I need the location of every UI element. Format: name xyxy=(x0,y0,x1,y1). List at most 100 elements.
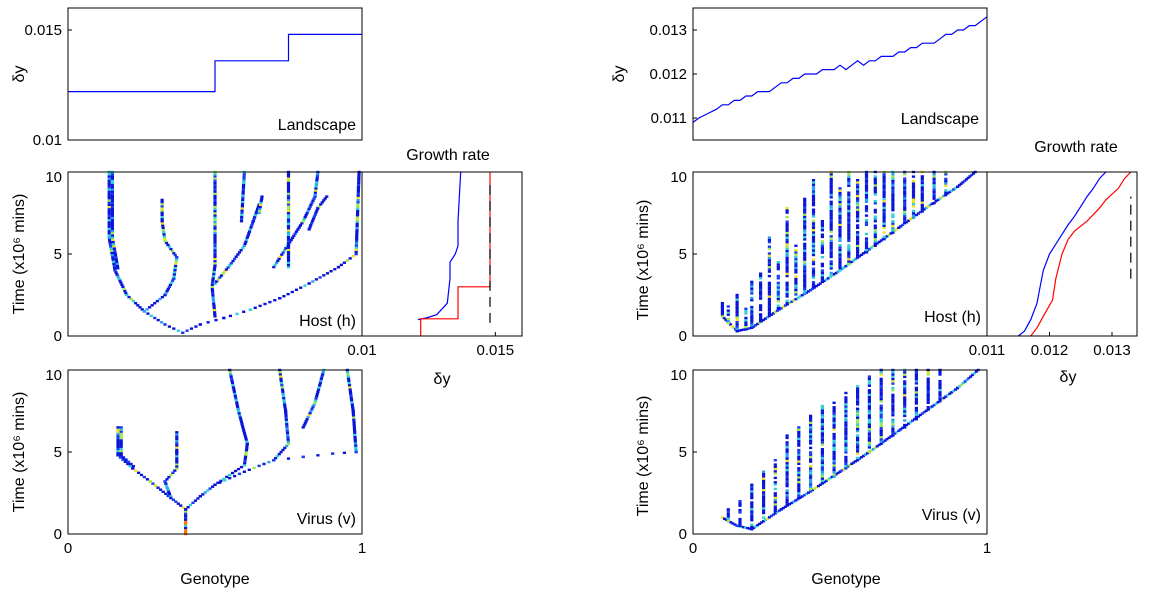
left-host-cell xyxy=(168,283,173,286)
right-virus-spike-cell xyxy=(820,404,824,408)
left-host-cell xyxy=(351,255,355,258)
right-host-spike-cell xyxy=(903,201,907,205)
right-host-spike-cell xyxy=(767,256,771,260)
left-host-cell xyxy=(114,258,118,261)
right-host-spike-cell xyxy=(864,239,869,243)
left-virus-cell xyxy=(230,379,234,382)
right-virus-front-cell xyxy=(828,477,832,480)
right-virus-spike-cell xyxy=(820,407,824,410)
left-virus-cell xyxy=(318,384,322,387)
right-virus-spike-cell xyxy=(879,404,883,407)
right-host-spike-cell xyxy=(838,260,842,263)
left-host-cell xyxy=(312,197,316,200)
right-virus-spike-cell xyxy=(785,496,789,499)
left-virus-cell xyxy=(175,467,179,470)
right-host-spike-cell xyxy=(785,245,789,248)
left-virus-cell xyxy=(321,371,325,374)
right-host-front-cell xyxy=(936,198,940,202)
right-host-spike-cell xyxy=(864,186,869,190)
right-virus-spike-cell xyxy=(750,490,754,493)
right-virus-front-cell xyxy=(754,525,758,528)
left-host-cell xyxy=(254,211,258,215)
left-host-cell xyxy=(160,202,164,206)
left-virus-cell xyxy=(282,399,286,402)
right-virus-spike-cell xyxy=(785,466,789,469)
right-host-spike-cell xyxy=(864,221,869,224)
left-virus-cell xyxy=(119,430,123,433)
right-host-spike-cell xyxy=(856,203,860,207)
left-virus-cell xyxy=(247,468,251,471)
right-virus-spike-cell xyxy=(809,490,813,493)
right-host-spike-cell xyxy=(750,289,754,293)
right-host-spike-cell xyxy=(873,177,877,180)
right-virus-spike-cell xyxy=(844,437,848,440)
left-host-cell xyxy=(242,172,246,176)
left-host-cell xyxy=(107,177,111,180)
right-virus-spike-cell xyxy=(762,475,766,478)
left-virus-cell xyxy=(184,508,188,511)
right-host-spike-cell xyxy=(820,280,824,284)
right-host-spike-cell xyxy=(847,253,851,256)
right-host-spike-cell xyxy=(811,260,816,264)
left-virus-cell xyxy=(167,475,171,479)
right-host-spike-cell xyxy=(838,210,842,213)
left-host-cell xyxy=(210,283,214,286)
right-host-spike-cell xyxy=(744,312,748,315)
right-virus-front-cell xyxy=(916,415,920,418)
right-host-spike-cell xyxy=(726,309,730,312)
left-virus-cell xyxy=(119,439,123,442)
right-host-spike-cell xyxy=(856,210,860,214)
right-virus-spike-cell xyxy=(773,481,777,484)
right-host-spike-cell xyxy=(847,246,851,249)
left-virus-cell xyxy=(179,504,183,507)
left-host-cell xyxy=(112,264,116,268)
right-virus-spike-cell xyxy=(832,432,836,436)
left-host-cell xyxy=(355,218,359,221)
left-host-cell xyxy=(241,190,245,193)
left-virus-cell xyxy=(175,442,179,445)
right-host-spike-cell xyxy=(820,278,824,281)
left-virus-cell xyxy=(167,490,171,493)
right-virus-spike-cell xyxy=(750,485,754,489)
right-host-spike-cell xyxy=(891,215,895,219)
right-virus-front-cell xyxy=(771,513,775,516)
left-virus-cell xyxy=(286,442,291,445)
right-host-spike-cell xyxy=(873,217,877,221)
left-virus-cell xyxy=(243,433,247,437)
right-host-front-cell xyxy=(963,179,967,183)
right-host-spike-cell xyxy=(744,307,748,310)
left-host-cell xyxy=(240,209,244,212)
right-host-spike-cell xyxy=(847,212,851,215)
right-virus-spike-cell xyxy=(891,395,895,399)
left-host-cell xyxy=(110,179,114,182)
right-virus-ylabel: Time (x10⁶ mins) xyxy=(635,396,652,517)
right-host-spike-cell xyxy=(911,216,916,220)
right-virus-spike-cell xyxy=(879,395,883,398)
right-host-spike-cell xyxy=(726,321,730,325)
left-virus-cell xyxy=(156,486,160,489)
left-virus-cell xyxy=(354,444,358,447)
right-host-spike-cell xyxy=(785,283,789,287)
left-host-cell xyxy=(213,199,217,202)
left-host-cell xyxy=(241,200,245,204)
right-host-spike-cell xyxy=(811,190,816,193)
right-virus-front-cell xyxy=(918,413,922,417)
left-host-cell xyxy=(107,236,111,239)
right-host-spike-cell xyxy=(856,253,860,257)
right-virus-spike-cell xyxy=(773,487,777,491)
right-host-spike-cell xyxy=(847,262,851,265)
right-virus-spike-cell xyxy=(820,438,824,442)
left-virus-cell xyxy=(244,453,248,456)
right-virus-spike-cell xyxy=(914,393,918,396)
right-virus-spike-cell xyxy=(891,427,895,430)
right-virus-front-cell xyxy=(907,422,911,425)
left-host-cell xyxy=(213,251,217,254)
left-host-cell xyxy=(333,268,337,271)
right-host-spike-cell xyxy=(820,276,824,279)
left-virus-cell xyxy=(175,446,179,449)
right-virus-spike-cell xyxy=(762,500,766,503)
right-virus-spike-cell xyxy=(867,437,871,440)
right-host-spike-cell xyxy=(847,251,851,254)
right-host-spike-cell xyxy=(903,192,907,196)
right-host-ylabel: Time (x10⁶ mins) xyxy=(635,200,652,321)
